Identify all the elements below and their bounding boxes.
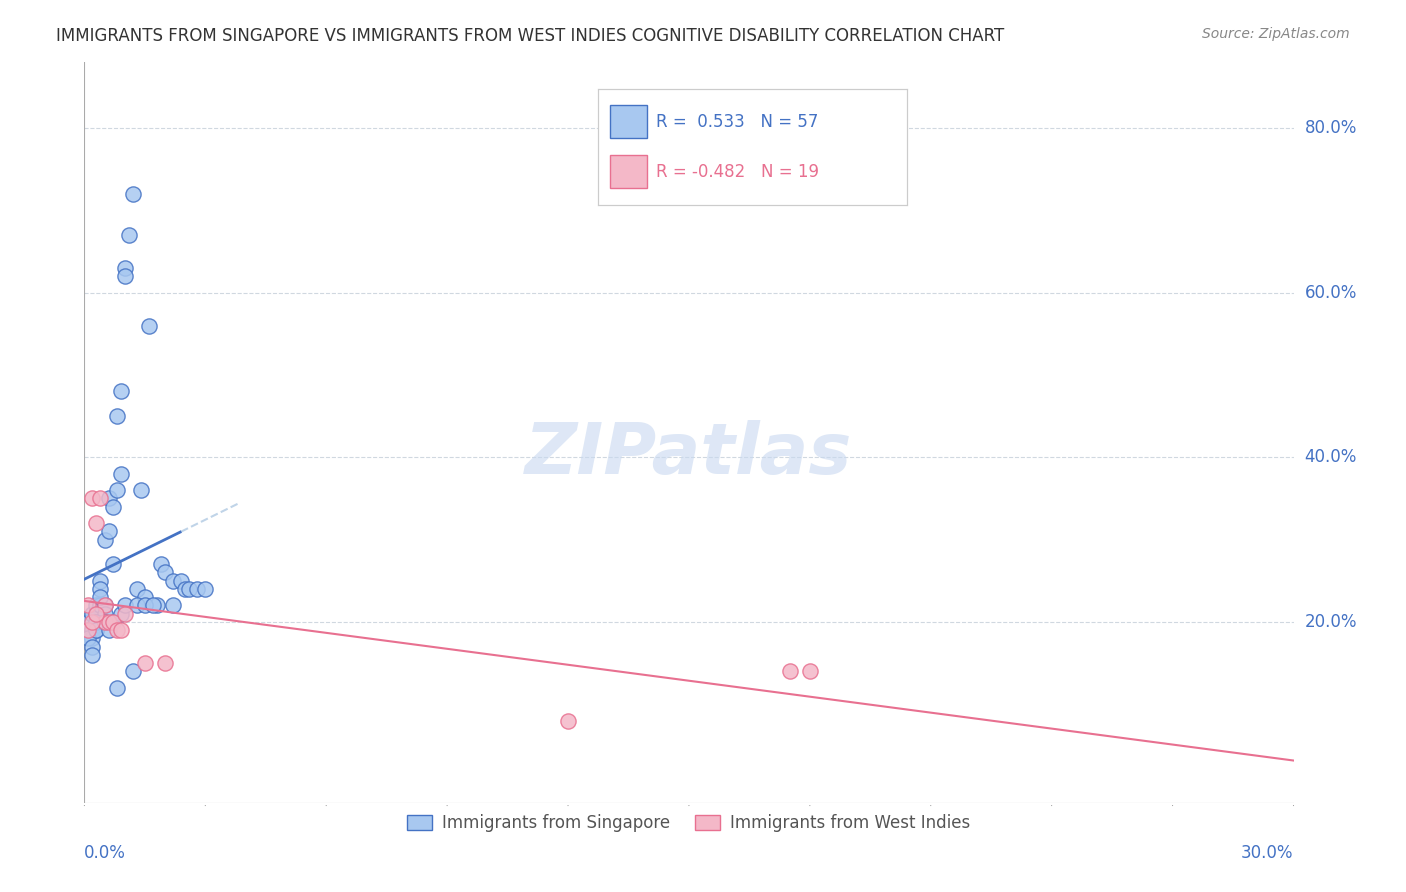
Text: 40.0%: 40.0% (1305, 449, 1357, 467)
Point (105, 483, 128, 498)
Point (110, 384, 132, 399)
Bar (610, 155, 647, 188)
Point (97, 623, 120, 637)
Point (114, 261, 136, 276)
Point (110, 623, 132, 637)
Point (82, 640, 104, 654)
Point (86, 623, 108, 637)
Point (799, 664, 821, 678)
Point (125, 599, 148, 613)
Point (179, 582, 201, 596)
Point (97, 524, 120, 539)
Point (114, 269, 136, 284)
Point (101, 615, 124, 629)
Point (153, 566, 176, 580)
Point (134, 590, 156, 604)
Point (93, 615, 115, 629)
Point (134, 599, 156, 613)
Point (149, 558, 172, 572)
Point (121, 187, 143, 202)
Point (82, 607, 104, 621)
Point (162, 599, 184, 613)
Point (146, 599, 169, 613)
Text: 0.0%: 0.0% (84, 845, 127, 863)
Point (93, 607, 115, 621)
Point (557, 714, 579, 728)
Point (82, 648, 104, 662)
Point (82, 632, 104, 646)
Point (93, 615, 115, 629)
Point (89, 491, 111, 506)
Point (105, 681, 128, 695)
Point (110, 607, 132, 621)
Point (77, 623, 100, 637)
Point (86, 623, 108, 637)
Legend: Immigrants from Singapore, Immigrants from West Indies: Immigrants from Singapore, Immigrants fr… (401, 807, 977, 838)
Point (86, 615, 108, 629)
Point (114, 607, 136, 621)
Point (138, 318, 160, 333)
Point (105, 409, 128, 424)
Point (93, 599, 115, 613)
Point (101, 558, 124, 572)
Point (101, 615, 124, 629)
Point (77, 599, 100, 613)
Point (77, 632, 100, 646)
Point (82, 491, 104, 506)
Point (89, 574, 111, 588)
Point (194, 582, 217, 596)
Point (82, 615, 104, 629)
Point (110, 467, 132, 481)
Point (129, 483, 152, 498)
Point (97, 491, 120, 506)
Point (170, 574, 193, 588)
Point (97, 615, 120, 629)
Text: 60.0%: 60.0% (1305, 284, 1357, 301)
Point (77, 615, 100, 629)
Text: IMMIGRANTS FROM SINGAPORE VS IMMIGRANTS FROM WEST INDIES COGNITIVE DISABILITY CO: IMMIGRANTS FROM SINGAPORE VS IMMIGRANTS … (56, 27, 1004, 45)
Point (86, 615, 108, 629)
Point (174, 582, 197, 596)
Point (89, 590, 111, 604)
Point (134, 656, 156, 670)
Point (89, 582, 111, 596)
Point (86, 516, 108, 530)
Point (101, 500, 124, 514)
Point (118, 228, 141, 243)
Point (93, 533, 115, 547)
Point (86, 607, 108, 621)
Point (114, 599, 136, 613)
Bar (610, 105, 647, 138)
Text: R =  0.533   N = 57: R = 0.533 N = 57 (657, 112, 818, 130)
Point (121, 664, 143, 678)
Text: 20.0%: 20.0% (1305, 613, 1357, 631)
Point (186, 582, 208, 596)
Text: Source: ZipAtlas.com: Source: ZipAtlas.com (1202, 27, 1350, 41)
Point (153, 656, 176, 670)
Point (82, 623, 104, 637)
Text: 30.0%: 30.0% (1241, 845, 1294, 863)
Point (86, 599, 108, 613)
Point (142, 599, 165, 613)
Point (105, 623, 128, 637)
Point (89, 599, 111, 613)
Text: ZIPatlas: ZIPatlas (526, 420, 852, 490)
Point (779, 664, 801, 678)
Point (77, 623, 100, 637)
Point (162, 574, 184, 588)
Point (93, 599, 115, 613)
Text: 80.0%: 80.0% (1305, 120, 1357, 137)
Text: R = -0.482   N = 19: R = -0.482 N = 19 (657, 162, 820, 180)
Point (86, 607, 108, 621)
Point (125, 582, 148, 596)
